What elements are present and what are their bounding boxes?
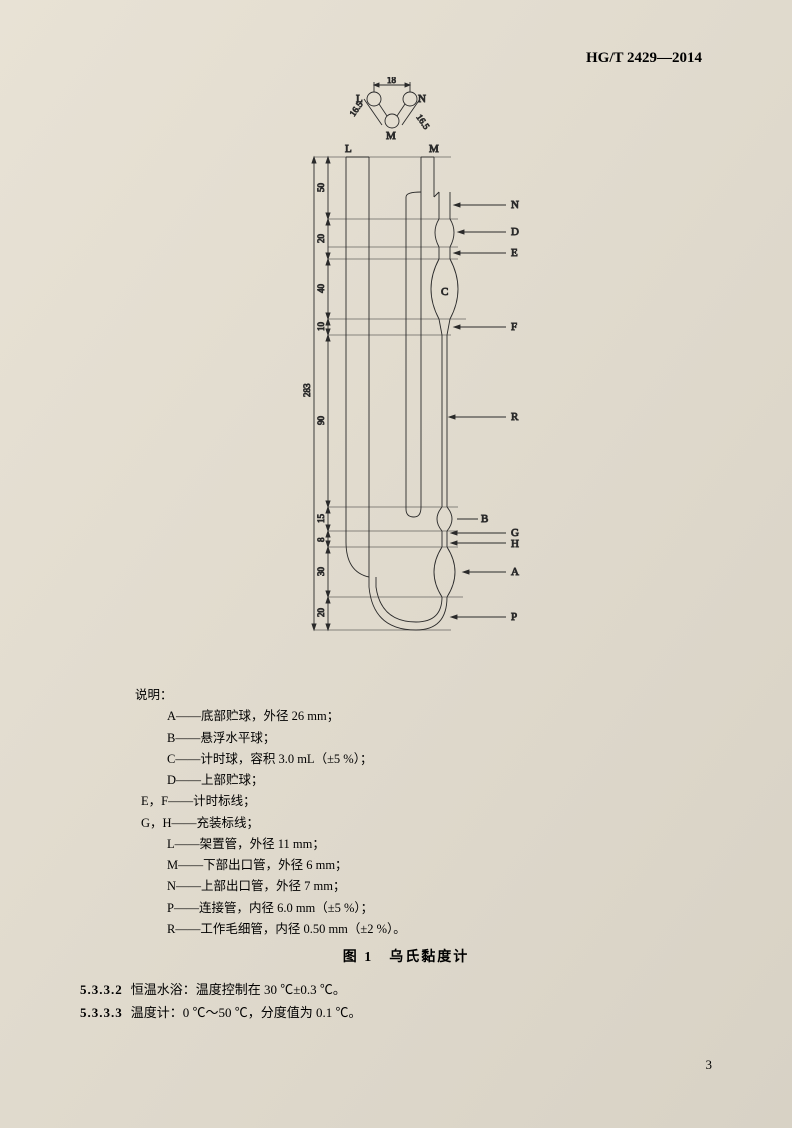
- label-R: R: [511, 411, 519, 423]
- dim-20b: 20: [316, 608, 326, 618]
- standard-number: HG/T 2429—2014: [80, 50, 702, 67]
- label-M: M: [429, 143, 439, 155]
- legend-item: M——下部出口管，外径 6 mm；: [167, 855, 732, 876]
- legend-item: L——架置管，外径 11 mm；: [167, 834, 732, 855]
- dim-10: 10: [316, 322, 326, 332]
- legend-item: P——连接管，内径 6.0 mm（±5 %）；: [167, 898, 732, 919]
- clause-num: 5.3.3.3: [80, 1005, 123, 1020]
- label-C: C: [441, 286, 448, 298]
- dim-20a: 20: [316, 234, 326, 244]
- label-M-top: M: [386, 130, 396, 142]
- label-N: N: [511, 199, 519, 211]
- dim-18: 18: [387, 77, 397, 85]
- label-E: E: [511, 247, 518, 259]
- dim-30: 30: [316, 567, 326, 577]
- legend-intro: 说明：: [135, 685, 732, 706]
- label-H: H: [511, 538, 519, 550]
- dim-8: 8: [316, 537, 326, 542]
- legend-item: E，F——计时标线；: [141, 791, 732, 812]
- figure-1-viscometer: L N M 18 16.5 16.5 L M: [226, 77, 586, 667]
- clause-text: 恒温水浴：温度控制在 30 ℃±0.3 ℃。: [131, 982, 346, 997]
- clause-num: 5.3.3.2: [80, 982, 123, 997]
- legend-item: A——底部贮球，外径 26 mm；: [167, 706, 732, 727]
- legend-item: R——工作毛细管，内径 0.50 mm（±2 %）。: [167, 919, 732, 940]
- figure-caption: 图 1 乌氏黏度计: [80, 946, 732, 966]
- legend-item: D——上部贮球；: [167, 770, 732, 791]
- dim-283: 283: [302, 383, 312, 397]
- dim-50: 50: [316, 183, 326, 193]
- dim-15: 15: [316, 514, 326, 524]
- clause-text: 温度计：0 ℃～50 ℃，分度值为 0.1 ℃。: [131, 1005, 362, 1020]
- clause-5332: 5.3.3.2 恒温水浴：温度控制在 30 ℃±0.3 ℃。: [80, 978, 732, 1001]
- label-P: P: [511, 611, 517, 623]
- label-L: L: [345, 143, 352, 155]
- legend-item: G，H——充装标线；: [141, 813, 732, 834]
- clauses: 5.3.3.2 恒温水浴：温度控制在 30 ℃±0.3 ℃。 5.3.3.3 温度计…: [80, 978, 732, 1025]
- label-F: F: [511, 321, 517, 333]
- clause-5333: 5.3.3.3 温度计：0 ℃～50 ℃，分度值为 0.1 ℃。: [80, 1001, 732, 1024]
- dim-165b: 16.5: [414, 112, 432, 131]
- label-D: D: [511, 226, 519, 238]
- page-number: 3: [706, 1057, 713, 1073]
- figure-legend: 说明： A——底部贮球，外径 26 mm；B——悬浮水平球；C——计时球，容积 …: [135, 685, 732, 940]
- dim-40: 40: [316, 284, 326, 294]
- label-N-top: N: [418, 93, 426, 105]
- label-A: A: [511, 566, 519, 578]
- dim-90: 90: [316, 416, 326, 426]
- legend-item: N——上部出口管，外径 7 mm；: [167, 876, 732, 897]
- legend-item: C——计时球，容积 3.0 mL（±5 %）；: [167, 749, 732, 770]
- label-B: B: [481, 513, 488, 525]
- legend-item: B——悬浮水平球；: [167, 728, 732, 749]
